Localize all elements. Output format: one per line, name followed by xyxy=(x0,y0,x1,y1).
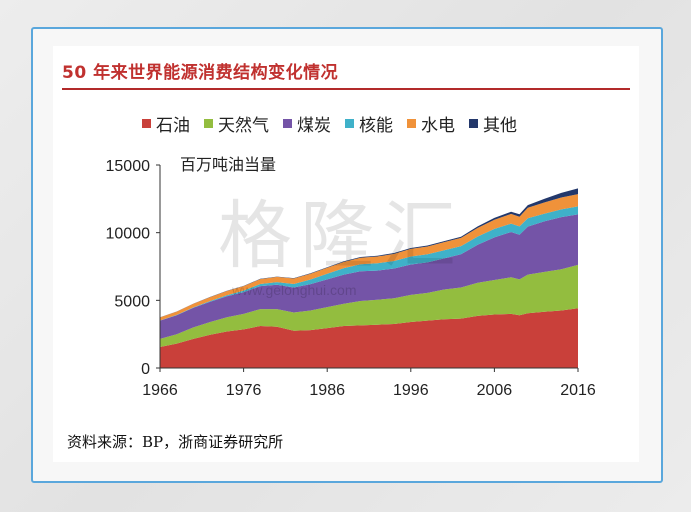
legend-item: 天然气 xyxy=(204,111,269,136)
y-tick-label: 5000 xyxy=(114,293,150,310)
legend-item: 煤炭 xyxy=(283,111,331,136)
x-tick-label: 1966 xyxy=(142,382,178,399)
y-axis-unit-label: 百万吨油当量 xyxy=(180,155,276,174)
legend-swatch xyxy=(469,118,478,128)
y-tick-label: 10000 xyxy=(106,226,151,243)
chart-title: 50 年来世界能源消费结构变化情况 xyxy=(62,63,339,83)
x-tick-label: 2006 xyxy=(477,382,513,399)
legend-item: 石油 xyxy=(142,111,190,136)
area-series xyxy=(160,308,578,368)
area-series xyxy=(160,214,578,339)
title-underline xyxy=(62,88,630,90)
legend-label: 煤炭 xyxy=(297,115,331,136)
legend-label: 其他 xyxy=(483,115,517,136)
legend-swatch xyxy=(204,118,213,128)
legend-item: 水电 xyxy=(407,111,455,136)
legend-swatch xyxy=(345,118,354,128)
x-tick-label: 1996 xyxy=(393,382,429,399)
legend-item: 核能 xyxy=(345,111,393,136)
chart-legend: 石油 天然气 煤炭 核能 水电 其他 xyxy=(142,111,531,136)
area-series xyxy=(160,194,578,321)
x-tick-label: 1976 xyxy=(226,382,262,399)
legend-swatch xyxy=(283,118,292,128)
source-note: 资料来源：BP，浙商证券研究所 xyxy=(67,433,284,451)
y-tick-label: 15000 xyxy=(106,158,151,175)
legend-label: 石油 xyxy=(156,115,190,136)
x-tick-label: 1986 xyxy=(309,382,345,399)
x-tick-label: 2016 xyxy=(560,382,596,399)
legend-swatch xyxy=(142,118,151,128)
legend-label: 水电 xyxy=(421,115,455,136)
legend-swatch xyxy=(407,118,416,128)
y-tick-label: 0 xyxy=(141,361,150,378)
legend-item: 其他 xyxy=(469,111,517,136)
area-series xyxy=(160,206,578,321)
area-series xyxy=(160,264,578,347)
legend-label: 核能 xyxy=(359,115,393,136)
legend-label: 天然气 xyxy=(218,115,269,136)
